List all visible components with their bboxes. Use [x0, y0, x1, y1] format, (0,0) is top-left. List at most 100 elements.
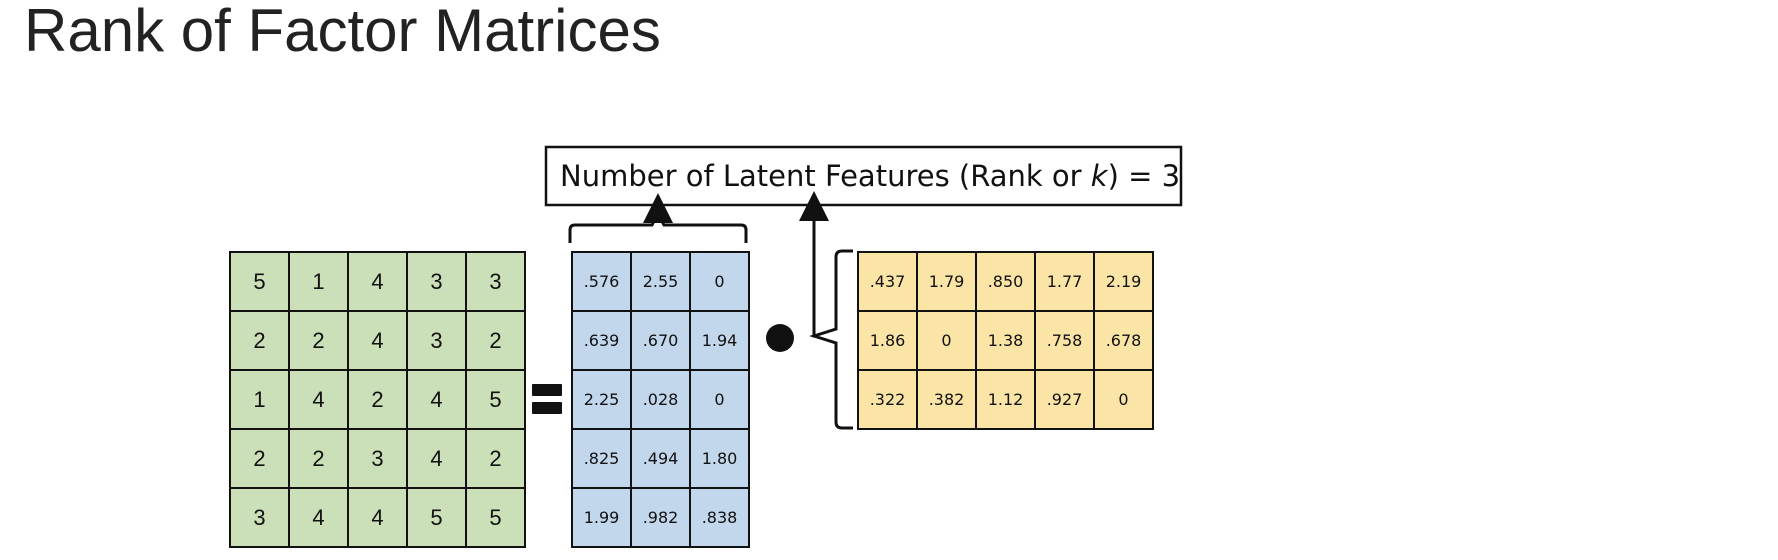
ratings-matrix-cell	[288, 428, 349, 489]
item-factor-matrix-value: .927	[1047, 390, 1083, 409]
item-factor-matrix-cell	[1034, 369, 1095, 430]
ratings-matrix-value: 4	[371, 505, 383, 530]
equals-sign	[532, 384, 562, 414]
item-factor-matrix-cell	[1034, 251, 1095, 312]
item-factor-matrix-cell	[1093, 310, 1154, 371]
ratings-matrix-cell	[465, 428, 526, 489]
ratings-matrix-cell	[229, 251, 290, 312]
page-title: Rank of Factor Matrices	[24, 0, 661, 64]
ratings-matrix-cell	[347, 487, 408, 548]
item-factor-matrix-value: 0	[1118, 390, 1128, 409]
ratings-matrix-value: 1	[253, 387, 265, 412]
dot-product-symbol	[766, 324, 794, 352]
ratings-matrix-cell	[347, 310, 408, 371]
ratings-matrix-cell	[347, 428, 408, 489]
ratings-matrix-value: 5	[489, 505, 501, 530]
ratings-matrix-cell	[406, 369, 467, 430]
user-factor-matrix-value: 0	[714, 390, 724, 409]
user-factor-matrix-value: 2.55	[643, 272, 679, 291]
item-factor-matrix-value: .678	[1106, 331, 1142, 350]
item-factor-matrix-value: 1.79	[929, 272, 965, 291]
user-factor-matrix-value: 1.99	[584, 508, 620, 527]
latent-features-label: Number of Latent Features (Rank or k) = …	[560, 159, 1180, 193]
user-factor-matrix-value: .494	[643, 449, 679, 468]
user-factor-matrix-value: .982	[643, 508, 679, 527]
ratings-matrix-value: 2	[312, 328, 324, 353]
user-factor-matrix-value: .576	[584, 272, 620, 291]
item-factor-matrix-cell	[975, 369, 1036, 430]
user-factor-matrix-value: .838	[702, 508, 738, 527]
item-factor-matrix-value: 0	[941, 331, 951, 350]
user-factor-matrix-value: 2.25	[584, 390, 620, 409]
ratings-matrix-value: 5	[253, 269, 265, 294]
ratings-matrix-value: 4	[312, 505, 324, 530]
user-factor-matrix-value: 1.94	[702, 331, 738, 350]
user-factor-matrix-value: .670	[643, 331, 679, 350]
user-factor-matrix-value: .639	[584, 331, 620, 350]
ratings-matrix-value: 2	[489, 446, 501, 471]
item-factor-matrix-value: .382	[929, 390, 965, 409]
user-factor-matrix-cell	[571, 487, 632, 548]
columns-bracket	[568, 210, 748, 243]
item-factor-matrix-value: .322	[870, 390, 906, 409]
ratings-matrix-value: 5	[430, 505, 442, 530]
ratings-matrix-cell	[229, 428, 290, 489]
ratings-matrix-value: 3	[371, 446, 383, 471]
item-factor-matrix-cell	[857, 310, 918, 371]
ratings-matrix-cell	[465, 369, 526, 430]
user-factor-matrix: .576 2.55 0 .639 .670 1.94 2.25 .028 0 .825 .494 1.…	[571, 251, 750, 548]
ratings-matrix-value: 3	[430, 269, 442, 294]
user-factor-matrix-cell	[571, 310, 632, 371]
ratings-matrix-value: 3	[253, 505, 265, 530]
user-factor-matrix-value: .825	[584, 449, 620, 468]
item-factor-matrix-cell	[1093, 251, 1154, 312]
latent-features-label-box: Number of Latent Features (Rank or k) = …	[544, 145, 1183, 207]
ratings-matrix-value: 4	[371, 328, 383, 353]
ratings-matrix-value: 3	[430, 328, 442, 353]
ratings-matrix-value: 4	[430, 387, 442, 412]
ratings-matrix-value: 2	[253, 328, 265, 353]
item-factor-matrix-value: 2.19	[1106, 272, 1142, 291]
ratings-matrix-cell	[465, 487, 526, 548]
ratings-matrix-value: 2	[371, 387, 383, 412]
item-factor-matrix-value: .437	[870, 272, 906, 291]
user-factor-matrix-value: .028	[643, 390, 679, 409]
ratings-matrix-value: 2	[312, 446, 324, 471]
rows-bracket	[809, 249, 853, 430]
ratings-matrix-cell	[406, 310, 467, 371]
ratings-matrix-value: 2	[489, 328, 501, 353]
item-factor-matrix-cell	[916, 369, 977, 430]
item-factor-matrix-value: .758	[1047, 331, 1083, 350]
user-factor-matrix-value: 1.80	[702, 449, 738, 468]
ratings-matrix-value: 5	[489, 387, 501, 412]
item-factor-matrix-value: 1.38	[988, 331, 1024, 350]
ratings-matrix-cell	[229, 369, 290, 430]
ratings-matrix: 5 1 4 3 3 2 2 4 3 2 1 4 2 4 5 2 2 3 4 2 3 4 4 5 5	[229, 251, 526, 548]
ratings-matrix-value: 4	[312, 387, 324, 412]
ratings-matrix-value: 4	[371, 269, 383, 294]
user-factor-matrix-cell	[689, 310, 750, 371]
ratings-matrix-value: 1	[312, 269, 324, 294]
ratings-matrix-cell	[347, 369, 408, 430]
ratings-matrix-value: 3	[489, 269, 501, 294]
item-factor-matrix-cell	[916, 310, 977, 371]
ratings-matrix-cell	[288, 251, 349, 312]
ratings-matrix-cell	[229, 487, 290, 548]
ratings-matrix-cell	[288, 487, 349, 548]
ratings-matrix-value: 4	[430, 446, 442, 471]
user-factor-matrix-cell	[689, 487, 750, 548]
user-factor-matrix-value: 0	[714, 272, 724, 291]
ratings-matrix-cell	[288, 369, 349, 430]
item-factor-matrix-cell	[1093, 369, 1154, 430]
item-factor-matrix-value: 1.77	[1047, 272, 1083, 291]
rows-bracket-arrow	[799, 191, 829, 338]
ratings-matrix-value: 2	[253, 446, 265, 471]
item-factor-matrix-value: .850	[988, 272, 1024, 291]
item-factor-matrix-value: 1.12	[988, 390, 1024, 409]
item-factor-matrix: .437 1.79 .850 1.77 2.19 1.86 0 1.38 .758 .678 .32…	[857, 251, 1154, 430]
item-factor-matrix-cell	[975, 251, 1036, 312]
ratings-matrix-cell	[406, 487, 467, 548]
user-factor-matrix-cell	[689, 428, 750, 489]
ratings-matrix-cell	[288, 310, 349, 371]
